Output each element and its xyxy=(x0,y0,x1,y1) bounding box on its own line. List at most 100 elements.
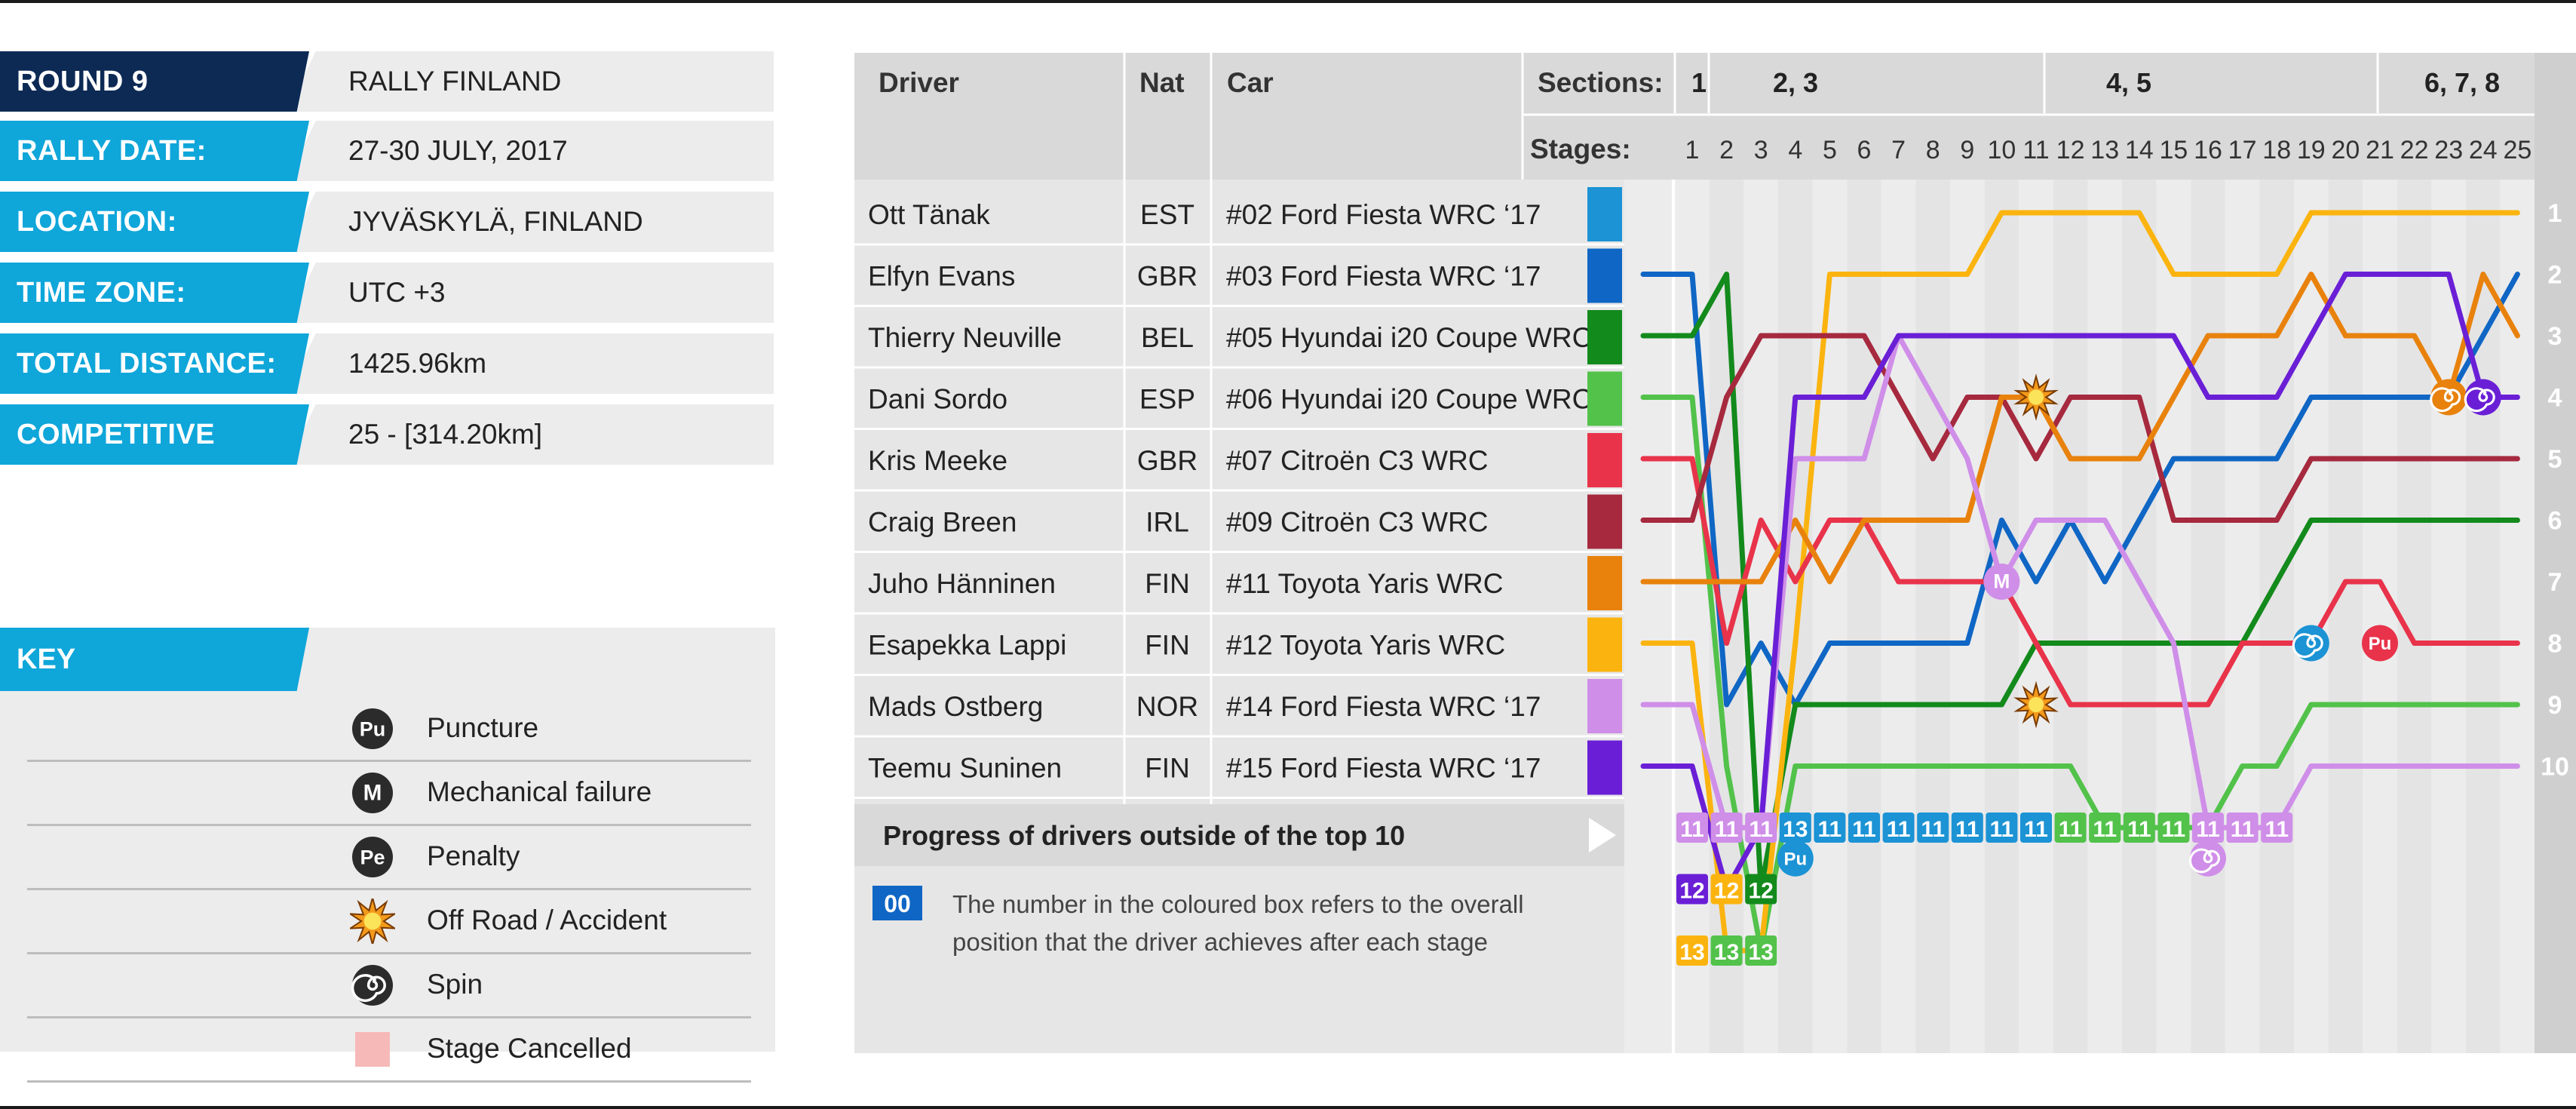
driver-nat: BEL xyxy=(1141,322,1194,353)
position-line xyxy=(1640,333,2520,831)
info-value: 25 - [314.20km] xyxy=(287,404,774,465)
spin-icon xyxy=(351,965,393,1006)
info-label: TOTAL DISTANCE: xyxy=(0,333,309,394)
driver-nat: EST xyxy=(1140,199,1194,230)
position-line xyxy=(1640,395,2520,954)
stage-number: 6 xyxy=(1857,136,1872,164)
driver-color-swatch xyxy=(1587,617,1622,672)
penalty-icon: Pe xyxy=(352,837,393,877)
info-label: TIME ZONE: xyxy=(0,263,309,323)
driver-name: Thierry Neuville xyxy=(868,322,1062,353)
svg-text:12: 12 xyxy=(1749,879,1774,904)
svg-text:11: 11 xyxy=(2196,817,2220,842)
position-tag: 11 xyxy=(1814,813,1846,843)
stage-column xyxy=(1984,180,2019,1053)
position-line xyxy=(1640,272,2520,892)
stage-number: 1 xyxy=(1685,136,1700,164)
position-label: 10 xyxy=(2541,753,2569,782)
stage-column xyxy=(2466,180,2501,1053)
stage-column xyxy=(2053,180,2088,1053)
position-tag: 13 xyxy=(1676,935,1708,966)
chart-svg: Driver Nat Car Sections: Stages: 1 2, 3 4, 5 6, … xyxy=(854,53,2576,1053)
position-tag: 11 xyxy=(1917,813,1949,843)
svg-text:11: 11 xyxy=(2265,817,2289,842)
key-item: M Mechanical failure xyxy=(27,760,751,826)
info-label: COMPETITIVE STAGES: xyxy=(0,404,309,465)
driver-car: #09 Citroën C3 WRC xyxy=(1226,507,1489,538)
driver-color-swatch xyxy=(1587,371,1622,426)
stage-number: 3 xyxy=(1754,136,1768,164)
svg-text:12: 12 xyxy=(1714,879,1739,904)
spin-event-icon xyxy=(2464,379,2501,416)
info-row: RALLY FINLAND ROUND 9 xyxy=(0,51,774,112)
info-value: 1425.96km xyxy=(287,333,774,394)
driver-car: #03 Ford Fiesta WRC ‘17 xyxy=(1226,261,1541,292)
svg-text:11: 11 xyxy=(1749,817,1773,842)
note-box xyxy=(872,886,922,920)
position-tag: 11 xyxy=(1951,813,1983,843)
stage-number: 18 xyxy=(2262,136,2291,164)
driver-color-swatch xyxy=(1587,310,1622,364)
position-tag: 11 xyxy=(1676,813,1708,843)
key-item: Pe Penalty xyxy=(27,824,751,890)
spin-event-icon xyxy=(2430,379,2467,416)
position-label: 6 xyxy=(2548,507,2562,536)
stage-number: 9 xyxy=(1960,136,1974,164)
driver-nat: GBR xyxy=(1137,261,1198,292)
stage-column xyxy=(2328,180,2363,1053)
svg-text:13: 13 xyxy=(1714,940,1739,965)
stage-number: 15 xyxy=(2159,136,2188,164)
key-item-label: Mechanical failure xyxy=(427,776,652,807)
driver-car: #12 Toyota Yaris WRC xyxy=(1226,630,1505,661)
position-tag: 11 xyxy=(1986,813,2018,843)
stage-number: 11 xyxy=(2022,136,2049,164)
stage-number: 17 xyxy=(2228,136,2257,164)
note-text-line-2: position that the driver achieves after … xyxy=(952,928,1488,956)
position-tag: 11 xyxy=(2054,813,2087,843)
stage-column xyxy=(2191,180,2225,1053)
header-driver: Driver xyxy=(879,67,959,98)
svg-text:11: 11 xyxy=(1887,817,1911,842)
stage-column xyxy=(2225,180,2260,1053)
stage-column xyxy=(2259,180,2294,1053)
note-box-label: 00 xyxy=(884,890,911,917)
svg-text:11: 11 xyxy=(1990,817,2014,842)
stage-column xyxy=(1915,180,1950,1053)
stage-number: 20 xyxy=(2331,136,2360,164)
stage-column xyxy=(1881,180,1916,1053)
svg-text:Pu: Pu xyxy=(2369,634,2392,654)
position-line xyxy=(1640,272,2520,892)
stage-number: 19 xyxy=(2297,136,2326,164)
position-axis-bg xyxy=(2535,53,2576,1053)
svg-text:11: 11 xyxy=(2162,817,2186,842)
info-value: JYVÄSKYLÄ, FINLAND xyxy=(287,192,774,252)
stage-number: 5 xyxy=(1823,136,1837,164)
svg-text:11: 11 xyxy=(1818,817,1842,842)
accident-event-icon xyxy=(2013,680,2059,729)
driver-car: #05 Hyundai i20 Coupe WRC xyxy=(1226,322,1592,353)
key-item: Stage Cancelled xyxy=(27,1016,751,1083)
driver-nat: ESP xyxy=(1139,384,1195,415)
play-arrow-icon xyxy=(1589,818,1616,852)
driver-nat: IRL xyxy=(1145,507,1189,538)
svg-text:13: 13 xyxy=(1749,940,1774,965)
header-sections: Sections: xyxy=(1538,67,1664,98)
stage-number: 13 xyxy=(2090,136,2119,164)
section-label: 1 xyxy=(1691,67,1707,98)
position-line xyxy=(1640,272,2520,585)
key-item: Spin xyxy=(27,952,751,1018)
accident-event-icon xyxy=(2013,373,2059,421)
info-row: 27-30 JULY, 2017 RALLY DATE: xyxy=(0,121,774,181)
position-label: 5 xyxy=(2548,445,2562,474)
stage-number: 23 xyxy=(2434,136,2463,164)
header-car: Car xyxy=(1227,67,1274,98)
driver-nat: GBR xyxy=(1137,445,1198,476)
stage-number: 21 xyxy=(2366,136,2394,164)
spin-event-icon xyxy=(2292,625,2329,662)
svg-text:11: 11 xyxy=(1680,817,1704,842)
driver-name: Esapekka Lappi xyxy=(868,630,1066,661)
top-rule xyxy=(0,0,2576,3)
svg-text:11: 11 xyxy=(2231,817,2255,842)
driver-car: #02 Ford Fiesta WRC ‘17 xyxy=(1226,199,1541,230)
position-tag: 13 xyxy=(1779,813,1811,843)
